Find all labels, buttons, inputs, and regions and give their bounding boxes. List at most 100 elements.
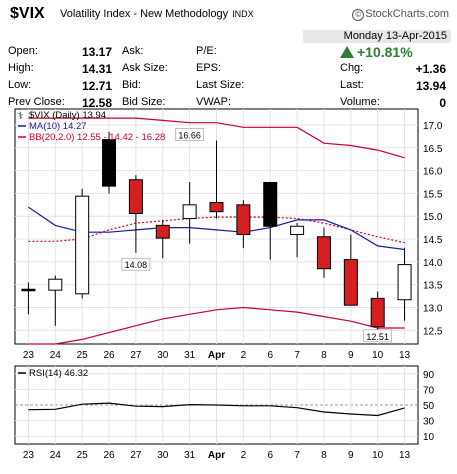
rsi-x-tick-label: 6 bbox=[267, 450, 273, 461]
pe-label: P/E: bbox=[196, 45, 217, 57]
ask-label: Ask: bbox=[122, 45, 144, 57]
rsi-x-tick-label: 25 bbox=[77, 450, 89, 461]
rsi-x-tick-label: Apr bbox=[208, 450, 225, 461]
rsi-x-tick-label: 7 bbox=[294, 450, 300, 461]
copyright-icon: © bbox=[352, 9, 365, 21]
price-x-tick-label: 13 bbox=[399, 350, 411, 361]
price-x-tick-label: 24 bbox=[50, 350, 62, 361]
price-x-tick-label: 6 bbox=[267, 350, 273, 361]
annotation-box bbox=[175, 128, 204, 141]
up-arrow-icon bbox=[340, 46, 354, 58]
bidsize-label: Bid Size: bbox=[122, 96, 166, 108]
prevclose-num: 12.58 bbox=[82, 96, 113, 110]
change-percent-text: +10.81% bbox=[357, 44, 413, 60]
rsi-x-tick-label: 31 bbox=[184, 450, 196, 461]
price-y-tick-label: 15.5 bbox=[423, 189, 443, 200]
rsi-y-tick-label: 50 bbox=[423, 401, 435, 412]
legend-entry: BB(20,2.0) 12.55 - 14.42 - 16.28 bbox=[29, 132, 165, 143]
annotation-label: 14.08 bbox=[125, 260, 148, 270]
rsi-x-tick-label: 13 bbox=[399, 450, 411, 461]
candle-body bbox=[290, 225, 305, 235]
price-y-tick-label: 13.5 bbox=[423, 281, 443, 292]
candle-body bbox=[263, 181, 278, 227]
last-label: Last: bbox=[340, 79, 364, 91]
chg-label: Chg: bbox=[340, 62, 364, 74]
low-label: Low: bbox=[8, 79, 32, 91]
symbol: $VIX bbox=[10, 5, 45, 22]
exchange: INDX bbox=[232, 9, 254, 19]
price-x-tick-label: Apr bbox=[208, 350, 225, 361]
volume-label: Volume: bbox=[340, 96, 380, 108]
candle-body bbox=[236, 204, 251, 235]
price-x-tick-label: 8 bbox=[321, 350, 327, 361]
high-label: High: bbox=[8, 62, 34, 74]
vwap-label: VWAP: bbox=[196, 96, 232, 108]
candle-body bbox=[155, 224, 170, 239]
rsi-x-tick-label: 30 bbox=[157, 450, 169, 461]
volume-value: 0 bbox=[412, 96, 446, 110]
rsi-y-tick-label: 70 bbox=[423, 385, 435, 396]
rsi-x-tick-label: 8 bbox=[321, 450, 327, 461]
prevclose-label: Prev Close: bbox=[8, 96, 65, 108]
price-y-tick-label: 17.0 bbox=[423, 121, 443, 132]
stockcharts-logo[interactable]: © StockCharts.com bbox=[352, 8, 449, 21]
rsi-x-tick-label: 10 bbox=[372, 450, 384, 461]
rsi-x-tick-label: 2 bbox=[241, 450, 247, 461]
candle-body bbox=[316, 236, 331, 270]
high-value: 14.31 bbox=[82, 62, 112, 76]
candle-body bbox=[343, 259, 358, 306]
open-label: Open: bbox=[8, 45, 38, 57]
price-y-tick-label: 12.5 bbox=[423, 326, 443, 337]
low-num: 12.71 bbox=[82, 79, 113, 93]
rsi-x-tick-label: 27 bbox=[130, 450, 142, 461]
annotation-label: 12.51 bbox=[366, 332, 389, 342]
annotation-label: 16.66 bbox=[178, 130, 201, 140]
candle-body bbox=[370, 297, 385, 328]
rsi-x-tick-label: 26 bbox=[103, 450, 115, 461]
candle-body bbox=[209, 202, 224, 213]
price-x-tick-label: 31 bbox=[184, 350, 196, 361]
annotation-box bbox=[363, 329, 393, 343]
bb-lower-line bbox=[28, 306, 405, 345]
candle-body bbox=[21, 288, 36, 292]
rsi-y-tick-label: 30 bbox=[423, 417, 435, 428]
chg-num: +1.36 bbox=[415, 62, 446, 76]
price-x-tick-label: 23 bbox=[23, 350, 35, 361]
low-value: 12.71 bbox=[82, 79, 112, 93]
price-y-tick-label: 14.5 bbox=[423, 235, 443, 246]
price-x-tick-label: 10 bbox=[372, 350, 384, 361]
lastsize-label: Last Size: bbox=[196, 79, 245, 91]
legend-entry: MA(10) 14.27 bbox=[29, 121, 87, 132]
rsi-x-tick-label: 24 bbox=[50, 450, 62, 461]
bb-upper-line bbox=[28, 117, 405, 159]
candle-body bbox=[48, 278, 63, 291]
rsi-x-tick-label: 9 bbox=[348, 450, 354, 461]
high-num: 14.31 bbox=[82, 62, 113, 76]
price-x-tick-label: 2 bbox=[241, 350, 247, 361]
prevclose-value: 12.58 bbox=[82, 96, 112, 110]
legend-entry: $VIX (Daily) 13.94 bbox=[29, 110, 106, 121]
logo-text: StockCharts.com bbox=[365, 8, 449, 20]
candle-body bbox=[102, 139, 117, 187]
price-x-tick-label: 25 bbox=[77, 350, 89, 361]
description-text: Volatility Index - New Methodology bbox=[60, 8, 229, 20]
price-x-tick-label: 30 bbox=[157, 350, 169, 361]
ma10-line bbox=[28, 206, 405, 251]
last-value: 13.94 bbox=[400, 79, 446, 93]
price-y-tick-label: 15.0 bbox=[423, 212, 443, 223]
chart-header: $VIX Volatility Index - New Methodology I… bbox=[0, 0, 457, 26]
candle-body bbox=[397, 264, 412, 301]
date-bar: Monday 13-Apr-2015 bbox=[303, 30, 451, 43]
price-x-tick-label: 27 bbox=[130, 350, 142, 361]
open-value: 13.17 bbox=[82, 45, 112, 59]
candle-body bbox=[75, 195, 90, 295]
chg-value: +1.36 bbox=[412, 62, 446, 76]
volume-num: 0 bbox=[439, 96, 446, 110]
description: Volatility Index - New Methodology INDX bbox=[60, 8, 254, 20]
open-num: 13.17 bbox=[82, 45, 113, 59]
price-y-tick-label: 14.0 bbox=[423, 258, 443, 269]
price-x-tick-label: 9 bbox=[348, 350, 354, 361]
annotation-box bbox=[121, 257, 151, 271]
rsi-x-tick-label: 23 bbox=[23, 450, 35, 461]
